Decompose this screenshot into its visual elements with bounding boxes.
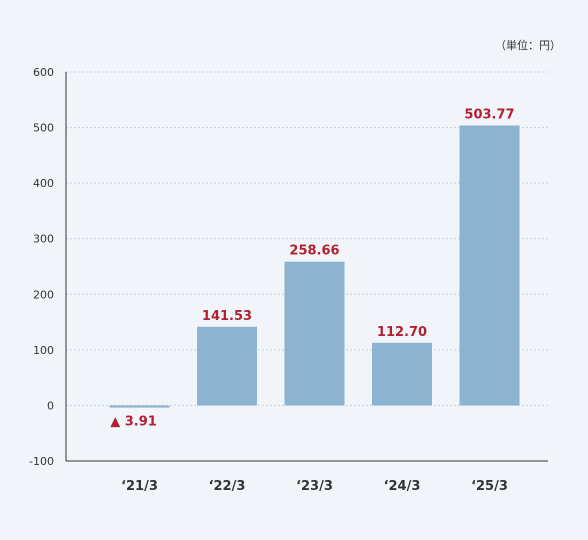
x-tick-label: ‘22/3 xyxy=(209,479,246,494)
bar xyxy=(459,125,520,406)
bar xyxy=(372,342,432,406)
y-tick-label: 100 xyxy=(33,344,54,357)
data-label: 503.77 xyxy=(464,107,514,122)
y-tick-label: 200 xyxy=(33,288,54,301)
y-tick-label: 600 xyxy=(33,66,54,79)
axes xyxy=(65,72,548,462)
x-tick-labels: ‘21/3 ‘22/3 ‘23/3 ‘24/3 ‘25/3 xyxy=(121,479,508,494)
x-tick-label: ‘25/3 xyxy=(471,479,508,494)
data-labels: ▲ 3.91 141.53 258.66 112.70 503.77 xyxy=(110,107,514,429)
bars xyxy=(109,125,520,408)
y-tick-label: 500 xyxy=(33,122,54,135)
data-label: 258.66 xyxy=(289,244,339,259)
y-tick-labels: 600 500 400 300 200 100 0 -100 xyxy=(29,66,54,468)
x-tick-label: ‘24/3 xyxy=(384,479,421,494)
data-label: 112.70 xyxy=(377,325,427,340)
bar xyxy=(284,261,345,406)
bar xyxy=(109,405,170,408)
unit-note: （単位：円） xyxy=(495,38,561,52)
x-tick-label: ‘21/3 xyxy=(121,479,158,494)
y-tick-label: 300 xyxy=(33,233,54,246)
data-label: 141.53 xyxy=(202,309,252,324)
y-tick-label: 400 xyxy=(33,177,54,190)
data-label: ▲ 3.91 xyxy=(110,414,157,429)
y-tick-label: 0 xyxy=(47,399,54,412)
x-tick-label: ‘23/3 xyxy=(296,479,333,494)
y-tick-label: -100 xyxy=(29,455,54,468)
bar xyxy=(197,326,257,406)
